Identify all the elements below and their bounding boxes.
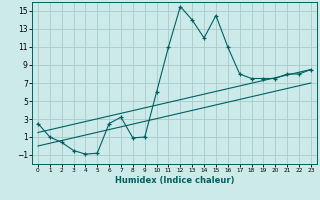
X-axis label: Humidex (Indice chaleur): Humidex (Indice chaleur)	[115, 176, 234, 185]
